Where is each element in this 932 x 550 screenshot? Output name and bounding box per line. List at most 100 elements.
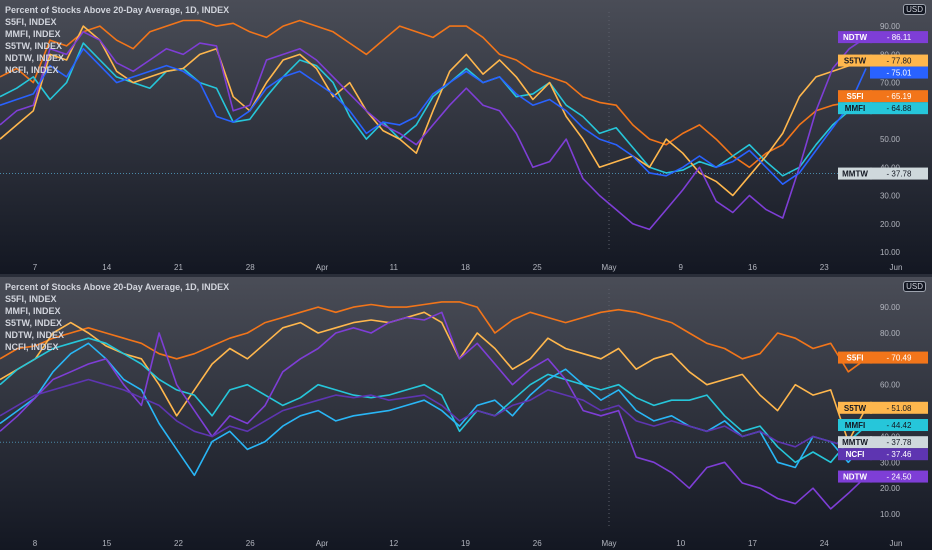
x-tick-label: 21	[174, 263, 183, 272]
price-tag[interactable]: NDTW - 86.11	[838, 31, 928, 44]
y-tick-label: 10.00	[880, 510, 901, 519]
x-tick-label: May	[601, 263, 616, 272]
x-tick-label: 10	[676, 539, 685, 548]
x-tick-label: Jun	[890, 263, 903, 272]
price-tag-label: MMFI	[845, 421, 865, 430]
price-tag-value-box	[870, 167, 928, 180]
price-tag-value-box	[870, 448, 928, 461]
series-line[interactable]	[0, 301, 867, 373]
price-tag-label: S5FI	[847, 354, 864, 363]
price-tag[interactable]: S5TW - 51.08	[838, 401, 928, 414]
x-tick-label: 18	[461, 263, 470, 272]
pane-divider[interactable]	[0, 274, 932, 277]
price-tag-value-box	[870, 31, 928, 44]
y-tick-label: 60.00	[880, 381, 901, 390]
x-tick-label: Apr	[316, 263, 329, 272]
price-tag[interactable]: - 75.01	[870, 66, 928, 79]
top-legend: Percent of Stocks Above 20-Day Average, …	[5, 4, 229, 76]
y-tick-label: 70.00	[880, 79, 901, 88]
price-tag[interactable]: MMFI - 44.42	[838, 419, 928, 432]
bottom-chart-svg[interactable]: 10.0020.0030.0040.0050.0060.0070.0080.00…	[0, 277, 932, 550]
bottom-legend-item[interactable]: NCFI, INDEX	[5, 342, 59, 352]
bottom-legend-item[interactable]: NDTW, INDEX	[5, 330, 65, 340]
price-tag-value-box	[870, 351, 928, 364]
x-tick-label: Jun	[890, 539, 903, 548]
price-tag-value: - 65.19	[887, 92, 912, 101]
price-tag[interactable]: S5FI - 65.19	[838, 90, 928, 103]
price-tag[interactable]: MMTW - 37.78	[838, 436, 928, 449]
x-tick-label: 12	[389, 539, 398, 548]
top-chart-svg[interactable]: 10.0020.0030.0040.0050.0060.0070.0080.00…	[0, 0, 932, 274]
x-tick-label: 25	[533, 263, 542, 272]
price-tag[interactable]: NDTW - 24.50	[838, 470, 928, 483]
series-line[interactable]	[0, 19, 867, 169]
price-tag[interactable]: NCFI - 37.46	[838, 448, 928, 461]
bottom-legend: Percent of Stocks Above 20-Day Average, …	[5, 281, 229, 353]
price-tag-value: - 37.78	[887, 170, 912, 179]
price-tag-label-box	[838, 470, 872, 483]
price-tag-label-box	[838, 102, 872, 115]
y-tick-label: 20.00	[880, 220, 901, 229]
x-tick-label: Apr	[316, 539, 329, 548]
price-tag[interactable]: S5FI - 70.49	[838, 351, 928, 364]
chart-background	[0, 0, 932, 274]
price-tag-value-box	[870, 436, 928, 449]
x-tick-label: 24	[820, 539, 829, 548]
series-line[interactable]	[0, 378, 867, 448]
x-tick-label: 26	[246, 539, 255, 548]
x-tick-label: 9	[679, 263, 684, 272]
chart-background	[0, 277, 932, 550]
bottom-chart-pane[interactable]: 10.0020.0030.0040.0050.0060.0070.0080.00…	[0, 277, 932, 550]
top-legend-item[interactable]: S5FI, INDEX	[5, 17, 57, 27]
y-tick-label: 30.00	[880, 458, 901, 467]
top-legend-item[interactable]: NDTW, INDEX	[5, 53, 65, 63]
bottom-chart-title: Percent of Stocks Above 20-Day Average, …	[5, 282, 230, 292]
price-tag-label: MMFI	[845, 104, 865, 113]
price-tag-value-box	[870, 54, 928, 67]
price-tag[interactable]: MMFI - 64.88	[838, 102, 928, 115]
series-line[interactable]	[0, 25, 867, 197]
price-tag-value-box	[870, 419, 928, 432]
y-tick-label: 10.00	[880, 248, 901, 257]
price-tag-value: - 51.08	[887, 404, 912, 413]
series-line[interactable]	[0, 337, 867, 464]
series-line[interactable]	[0, 311, 867, 443]
price-tag-label-box	[838, 167, 872, 180]
price-tag[interactable]: MMTW - 37.78	[838, 167, 928, 180]
top-legend-item[interactable]: S5TW, INDEX	[5, 41, 63, 51]
price-tag-value: - 77.80	[887, 57, 912, 66]
top-legend-item[interactable]: MMFI, INDEX	[5, 29, 61, 39]
y-tick-label: 30.00	[880, 192, 901, 201]
series-line[interactable]	[0, 47, 867, 185]
series-line[interactable]	[0, 42, 867, 177]
bottom-legend-item[interactable]: S5TW, INDEX	[5, 318, 63, 328]
price-tag-label: MMTW	[842, 438, 868, 447]
price-tag-value: - 70.49	[887, 354, 912, 363]
price-tag-label: NDTW	[843, 473, 867, 482]
x-tick-label: 15	[102, 539, 111, 548]
bottom-legend-item[interactable]: MMFI, INDEX	[5, 306, 61, 316]
price-tag-label-box	[838, 351, 872, 364]
top-chart-pane[interactable]: 10.0020.0030.0040.0050.0060.0070.0080.00…	[0, 0, 932, 274]
bottom-legend-item[interactable]: S5FI, INDEX	[5, 294, 57, 304]
price-tag-value: - 64.88	[887, 104, 912, 113]
series-line[interactable]	[0, 311, 867, 510]
price-tag-value-box	[870, 90, 928, 103]
y-tick-label: 80.00	[880, 329, 901, 338]
currency-badge[interactable]: USD	[903, 281, 926, 292]
x-tick-label: 19	[461, 539, 470, 548]
top-legend-item[interactable]: NCFI, INDEX	[5, 65, 59, 75]
currency-badge[interactable]: USD	[903, 4, 926, 15]
x-tick-label: 11	[390, 263, 399, 272]
x-tick-label: 28	[246, 263, 255, 272]
x-tick-label: 17	[748, 539, 757, 548]
x-tick-label: 14	[102, 263, 111, 272]
price-tag-label: S5TW	[844, 404, 867, 413]
price-tag[interactable]: S5TW - 77.80	[838, 54, 928, 67]
series-line[interactable]	[0, 30, 867, 231]
y-tick-label: 50.00	[880, 135, 901, 144]
top-chart-title: Percent of Stocks Above 20-Day Average, …	[5, 5, 230, 15]
price-tag-value-box	[870, 401, 928, 414]
price-tag-label-box	[838, 401, 872, 414]
price-tag-label: S5FI	[847, 92, 864, 101]
